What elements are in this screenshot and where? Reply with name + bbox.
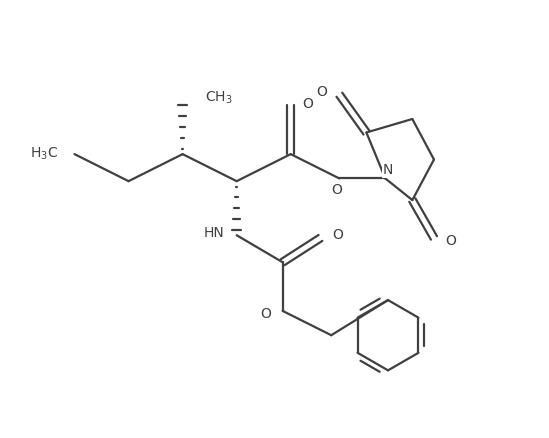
Text: O: O xyxy=(317,85,327,99)
Text: HN: HN xyxy=(204,226,225,240)
Text: N: N xyxy=(383,163,393,177)
Text: O: O xyxy=(332,228,343,242)
Text: O: O xyxy=(331,184,342,198)
Text: H$_3$C: H$_3$C xyxy=(30,146,58,162)
Text: O: O xyxy=(260,307,271,321)
Text: O: O xyxy=(445,233,456,247)
Text: CH$_3$: CH$_3$ xyxy=(205,89,233,106)
Text: O: O xyxy=(302,97,313,111)
